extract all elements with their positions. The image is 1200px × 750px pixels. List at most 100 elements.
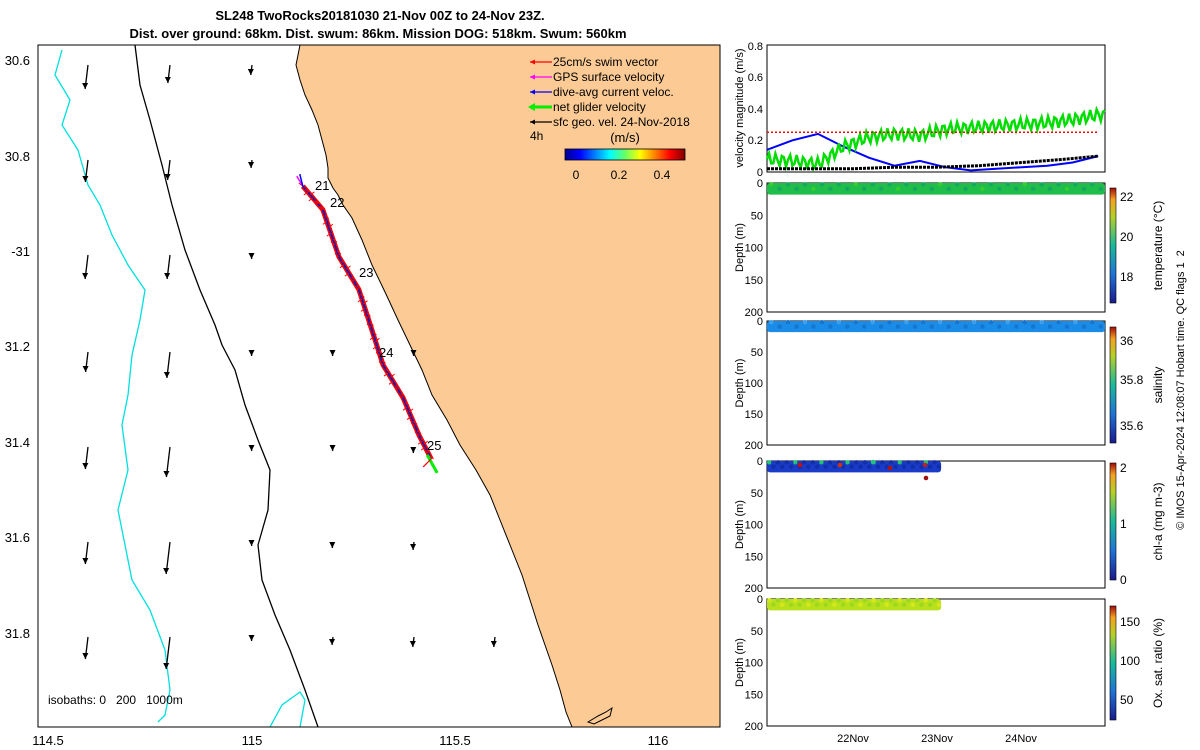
profile-sample (801, 460, 807, 465)
colorbar-tick: 150 (1120, 615, 1140, 629)
profile-sample (788, 464, 794, 469)
geo-velocity-arrowhead (82, 653, 89, 659)
profile-sample (1090, 320, 1095, 325)
profile-sample (1073, 320, 1078, 325)
swim-vector (334, 253, 340, 258)
profile-sample (871, 598, 876, 603)
profile-sample (858, 602, 863, 607)
profile-sample (897, 598, 902, 603)
profile-sample (1056, 182, 1061, 187)
geo-velocity-arrowhead (163, 568, 170, 574)
track-dive-avg (302, 185, 433, 460)
profile-sample (888, 598, 894, 603)
profile-sample (888, 460, 894, 465)
profile-sample (910, 602, 916, 607)
swim-vector (363, 314, 369, 319)
swim-vector (420, 437, 425, 442)
y-tick-label: 31.6 (5, 530, 30, 545)
profile-sample (901, 602, 907, 607)
profile-sample (802, 182, 808, 187)
swim-vector (309, 191, 315, 196)
swim-vector (313, 200, 319, 205)
geo-velocity-arrowhead (490, 641, 497, 647)
depth-tick: 0 (757, 594, 763, 606)
panel-chla: 0 50 100 150 200 Depth (m) 2 1 0 chl-a (mg m-3) (734, 456, 1165, 595)
profile-sample (858, 464, 863, 469)
x-tick-label: 115 (242, 733, 263, 748)
geo-velocity-arrowhead (329, 445, 336, 451)
profile-sample (827, 598, 833, 603)
isobath-200m (134, 45, 319, 727)
depth-tick: 100 (745, 378, 763, 390)
series-net-glider-velocity (765, 105, 1106, 172)
series-sfc-geo-vel-24-nov-2018 (767, 154, 1099, 171)
colorbar-label: salinity (1151, 367, 1165, 404)
profile-sample (832, 464, 837, 469)
profile-sample (1005, 182, 1011, 187)
profile-sample (849, 464, 855, 469)
profile-sample (828, 186, 833, 192)
swim-vector (308, 197, 314, 202)
geo-velocity-arrowhead (248, 445, 255, 451)
colorbar-tick: 0 (1120, 573, 1127, 587)
profile-sample (1081, 186, 1087, 192)
geo-velocity-arrowhead (410, 544, 417, 550)
swim-vector (395, 385, 400, 389)
profile-sample (819, 182, 825, 187)
profile-sample (823, 602, 828, 607)
profile-sample (988, 320, 994, 325)
glider-track-layer (296, 173, 439, 474)
profile-sample (793, 598, 798, 603)
profile-sample (921, 320, 926, 325)
profile-sample (1073, 182, 1078, 187)
profile-sample (946, 324, 951, 329)
depth-axis-label: Depth (m) (734, 359, 746, 408)
profile-sample (794, 186, 799, 192)
profile-sample (810, 460, 815, 465)
swim-vector (383, 372, 389, 377)
swim-vector (378, 361, 384, 366)
profile-sample (963, 324, 968, 329)
swim-vector (398, 394, 404, 399)
figure-title-line1: SL248 TwoRocks20181030 21-Nov 00Z to 24-… (215, 8, 544, 23)
profile-sample (845, 460, 850, 465)
profile-sample (880, 598, 885, 603)
geo-velocity-arrowhead (248, 253, 255, 259)
colorbar-tick: 36 (1120, 334, 1134, 348)
profile-sample (928, 464, 933, 469)
gps-vector (299, 173, 304, 187)
profile-sample (875, 464, 881, 469)
swim-vector (426, 449, 431, 454)
profile-sample (932, 598, 937, 603)
profile-data-temperature (767, 183, 1105, 195)
profile-sample (923, 598, 929, 603)
profile-sample (895, 186, 901, 192)
profile-sample (914, 460, 920, 465)
depth-tick: 150 (745, 409, 763, 421)
swim-vector (366, 323, 372, 328)
geo-velocity-arrowhead (164, 77, 171, 83)
y-tick-label: 31.8 (5, 626, 30, 641)
velocity-panel: 0 0.2 0.4 0.6 0.8 velocity magnitude (m/… (734, 41, 1106, 179)
profile-sample (971, 320, 977, 325)
swim-vector (324, 215, 330, 219)
profile-sample (887, 465, 893, 471)
colorbar-tick: 1 (1120, 517, 1127, 531)
colorbar-tick: 2 (1120, 461, 1127, 475)
profile-sample (1022, 320, 1027, 325)
y-tick-label: 31.2 (5, 339, 30, 354)
profile-sample (997, 324, 1002, 329)
profile-sample (827, 460, 833, 465)
profile-sample (806, 602, 811, 607)
velocity-y-tick: 0 (757, 167, 763, 179)
profile-sample (845, 186, 850, 192)
swim-vector (375, 337, 380, 342)
net-velocity-vector (425, 454, 439, 474)
velocity-y-tick: 0.8 (748, 41, 763, 53)
profile-sample (862, 598, 868, 603)
colorbar-tick: 100 (1120, 654, 1140, 668)
profile-sample (785, 320, 791, 325)
depth-tick: 150 (745, 551, 763, 563)
